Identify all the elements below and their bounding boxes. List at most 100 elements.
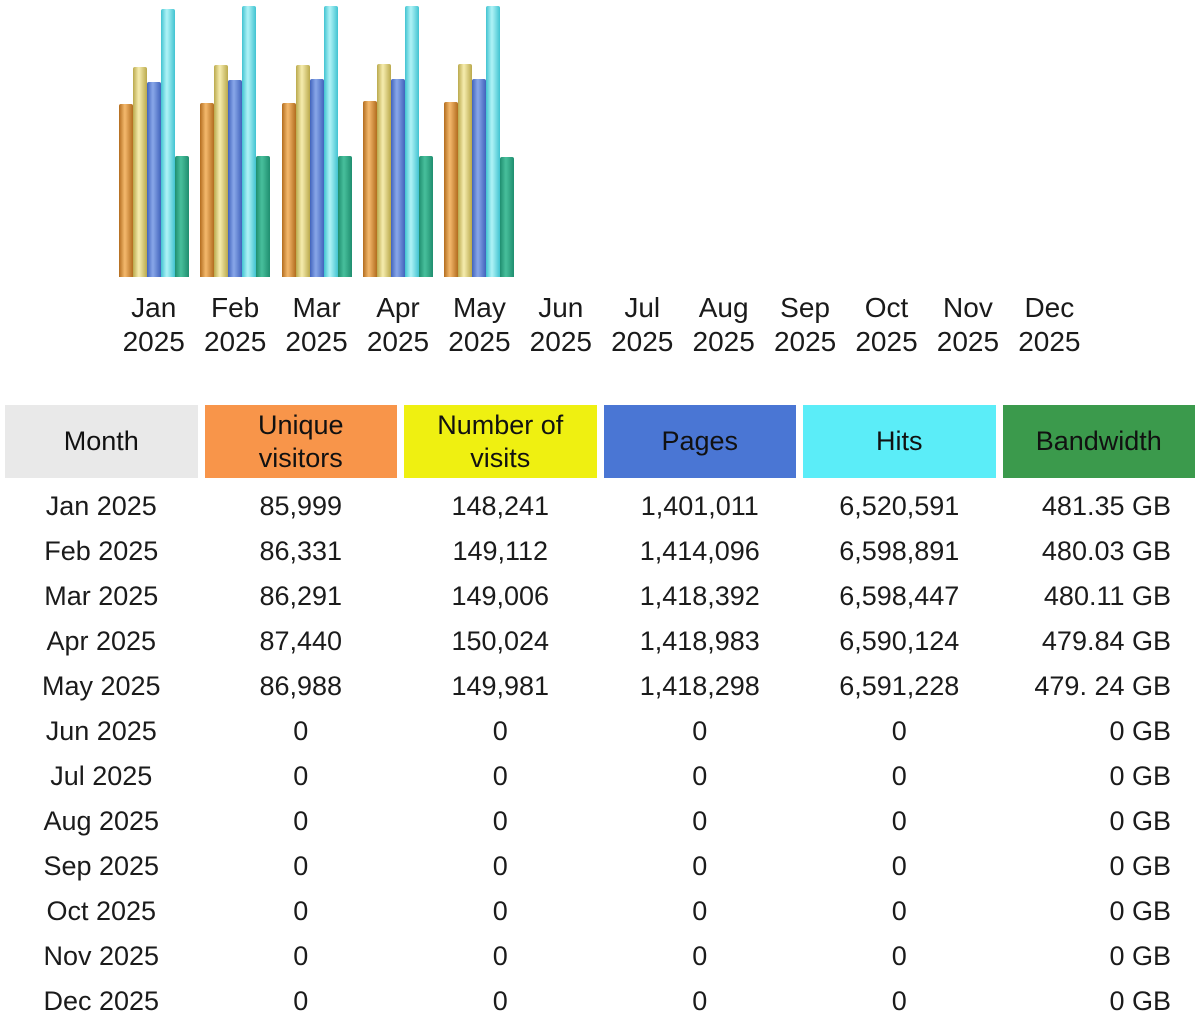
bar-pages	[309, 79, 324, 277]
column-header-pages: Pages	[603, 405, 796, 478]
bar-group	[526, 3, 596, 277]
table-cell-hits: 6,591,228	[839, 671, 960, 701]
table-row-nov-2025: Nov 2025 0 0 0 0 0 GB	[5, 934, 1195, 979]
table-cell-hits: 6,590,124	[839, 626, 960, 656]
table-cell-pages: 1,414,096	[639, 536, 760, 566]
table-cell-unique-visitors: 0	[293, 941, 309, 971]
x-axis-label: Jun 2025	[529, 292, 592, 357]
table-cell-pages: 0	[692, 716, 708, 746]
table-cell-bandwidth: 0 GB	[1109, 806, 1171, 836]
table-row-jun-2025: Jun 2025 0 0 0 0 0 GB	[5, 709, 1195, 754]
chart-month-group-dec-2025: Dec 2025	[1009, 3, 1090, 359]
bar-group	[933, 3, 1003, 277]
table-cell-bandwidth: 0 GB	[1109, 986, 1171, 1016]
table-cell-unique-visitors: 86,291	[259, 581, 343, 611]
table-cell-number-of-visits: 0	[492, 716, 508, 746]
bar-group	[118, 3, 189, 277]
table-row-oct-2025: Oct 2025 0 0 0 0 0 GB	[5, 889, 1195, 934]
table-cell-hits: 0	[891, 806, 907, 836]
monthly-summary-table: Month Unique visitors Number of visits Page…	[0, 405, 1200, 1017]
table-cell-month: May 2025	[41, 671, 161, 701]
table-cell-number-of-visits: 0	[492, 986, 508, 1016]
table-row-mar-2025: Mar 2025 86,291 149,006 1,418,392 6,598,447 4…	[5, 574, 1195, 619]
chart-month-group-jun-2025: Jun 2025	[520, 3, 601, 359]
table-cell-pages: 1,401,011	[640, 491, 759, 521]
bar-hits	[242, 6, 257, 277]
table-cell-month: Mar 2025	[44, 581, 159, 611]
x-axis-label: Jul 2025	[611, 292, 674, 357]
table-cell-number-of-visits: 149,006	[451, 581, 550, 611]
table-cell-unique-visitors: 87,440	[259, 626, 343, 656]
table-cell-pages: 0	[692, 806, 708, 836]
table-cell-hits: 0	[891, 716, 907, 746]
table-cell-bandwidth: 0 GB	[1109, 941, 1171, 971]
table-row-jan-2025: Jan 2025 85,999 148,241 1,401,011 6,520,591 4…	[5, 484, 1195, 529]
chart-plot-area: Jan 2025 Feb 2025 Mar 2025 Apr 2025 May 2025 Jun 20…	[113, 3, 1090, 359]
bar-unique-visitors	[281, 103, 296, 277]
table-cell-pages: 1,418,298	[639, 671, 760, 701]
column-header-number-of-visits: Number of visits	[404, 405, 597, 478]
table-cell-unique-visitors: 0	[293, 716, 309, 746]
table-cell-hits: 6,598,447	[839, 581, 960, 611]
table-cell-bandwidth: 480.03 GB	[1041, 536, 1171, 566]
table-row-dec-2025: Dec 2025 0 0 0 0 0 GB	[5, 979, 1195, 1017]
table-cell-number-of-visits: 0	[492, 806, 508, 836]
bar-unique-visitors	[362, 101, 377, 277]
table-cell-bandwidth: 479.84 GB	[1041, 626, 1171, 656]
bar-pages	[472, 79, 487, 277]
table-body: Jan 2025 85,999 148,241 1,401,011 6,520,591 4…	[5, 484, 1195, 1017]
bar-bandwidth	[174, 156, 189, 277]
chart-month-group-nov-2025: Nov 2025	[927, 3, 1008, 359]
table-cell-pages: 0	[692, 761, 708, 791]
table-cell-month: Sep 2025	[43, 851, 160, 881]
table-cell-number-of-visits: 0	[492, 941, 508, 971]
chart-month-group-mar-2025: Mar 2025	[276, 3, 357, 359]
table-cell-bandwidth: 479. 24 GB	[1034, 671, 1171, 701]
x-axis-label: Dec 2025	[1018, 292, 1081, 357]
chart-month-group-sep-2025: Sep 2025	[764, 3, 845, 359]
bar-pages	[146, 82, 161, 277]
bar-group	[281, 3, 352, 277]
table-header-row: Month Unique visitors Number of visits Page…	[5, 405, 1195, 478]
table-cell-month: Feb 2025	[44, 536, 159, 566]
bar-group	[200, 3, 271, 277]
table-cell-bandwidth: 0 GB	[1109, 761, 1171, 791]
table-cell-hits: 0	[891, 896, 907, 926]
table-cell-month: Dec 2025	[43, 986, 160, 1016]
chart-month-group-jan-2025: Jan 2025	[113, 3, 194, 359]
table-row-aug-2025: Aug 2025 0 0 0 0 0 GB	[5, 799, 1195, 844]
column-header-hits: Hits	[803, 405, 996, 478]
table-row-apr-2025: Apr 2025 87,440 150,024 1,418,983 6,590,124 4…	[5, 619, 1195, 664]
table-cell-unique-visitors: 0	[293, 851, 309, 881]
chart-month-group-feb-2025: Feb 2025	[194, 3, 275, 359]
table-cell-month: Apr 2025	[46, 626, 157, 656]
table-cell-bandwidth: 0 GB	[1109, 896, 1171, 926]
x-axis-label: Mar 2025	[285, 292, 348, 357]
column-header-month: Month	[5, 405, 198, 478]
bar-group	[770, 3, 840, 277]
chart-month-group-jul-2025: Jul 2025	[602, 3, 683, 359]
chart-month-group-oct-2025: Oct 2025	[846, 3, 927, 359]
table-row-may-2025: May 2025 86,988 149,981 1,418,298 6,591,228 4…	[5, 664, 1195, 709]
bar-group	[1014, 3, 1084, 277]
monthly-history-chart: Jan 2025 Feb 2025 Mar 2025 Apr 2025 May 2025 Jun 20…	[0, 0, 1200, 359]
table-cell-hits: 0	[891, 851, 907, 881]
table-cell-number-of-visits: 149,112	[452, 536, 549, 566]
column-header-bandwidth: Bandwidth	[1002, 405, 1195, 478]
bar-group	[444, 3, 515, 277]
table-cell-pages: 0	[692, 986, 708, 1016]
bar-hits	[404, 6, 419, 277]
x-axis-label: Nov 2025	[936, 292, 1000, 357]
bar-hits	[160, 9, 175, 277]
chart-month-group-apr-2025: Apr 2025	[357, 3, 438, 359]
bar-number-of-visits	[132, 67, 147, 277]
table-cell-pages: 1,418,392	[639, 581, 760, 611]
x-axis-label: Feb 2025	[203, 292, 267, 357]
table-cell-bandwidth: 0 GB	[1109, 851, 1171, 881]
table-cell-hits: 6,520,591	[839, 491, 960, 521]
table-cell-hits: 6,598,891	[839, 536, 960, 566]
table-cell-number-of-visits: 0	[492, 761, 508, 791]
table-cell-bandwidth: 480.11 GB	[1043, 581, 1171, 611]
table-cell-month: Jun 2025	[45, 716, 157, 746]
table-cell-month: Nov 2025	[43, 941, 160, 971]
